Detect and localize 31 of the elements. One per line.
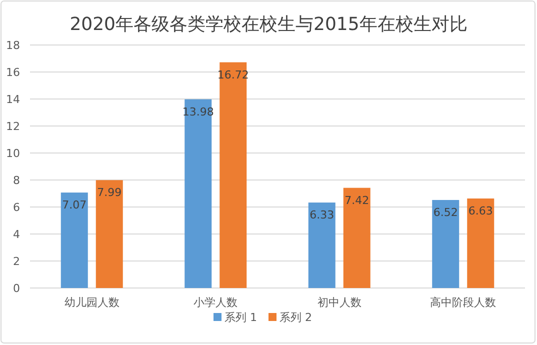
x-tick-label: 高中阶段人数 [430,296,496,309]
y-tick-label: 8 [13,174,20,187]
bar [432,200,460,288]
chart-title: 2020年各级各类学校在校生与2015年在校生对比 [70,14,468,35]
bar [96,180,123,288]
y-tick-label: 12 [6,120,20,133]
y-tick-label: 0 [13,282,20,295]
data-label: 7.99 [97,186,122,200]
y-tick-label: 6 [13,201,20,214]
legend-label: 系列 2 [280,311,312,324]
bar [308,202,336,288]
y-tick-label: 18 [6,39,20,52]
bar [343,188,370,288]
y-tick-label: 16 [6,66,20,79]
data-label: 7.42 [344,194,370,207]
x-tick-label: 幼儿园人数 [64,296,120,309]
x-tick-label: 小学人数 [194,296,238,309]
legend-label: 系列 1 [224,311,257,324]
bar [220,62,247,288]
y-tick-label: 14 [6,93,20,106]
x-tick-label: 初中人数 [317,296,362,309]
bar [184,99,212,288]
y-tick-label: 4 [13,228,20,241]
data-label: 7.07 [62,198,87,212]
data-label: 6.52 [433,206,458,219]
bar [60,192,88,288]
data-label: 6.63 [468,204,493,218]
y-tick-label: 2 [13,255,20,268]
data-label: 6.33 [310,208,334,222]
y-tick-label: 10 [6,147,20,160]
bar [467,198,494,288]
